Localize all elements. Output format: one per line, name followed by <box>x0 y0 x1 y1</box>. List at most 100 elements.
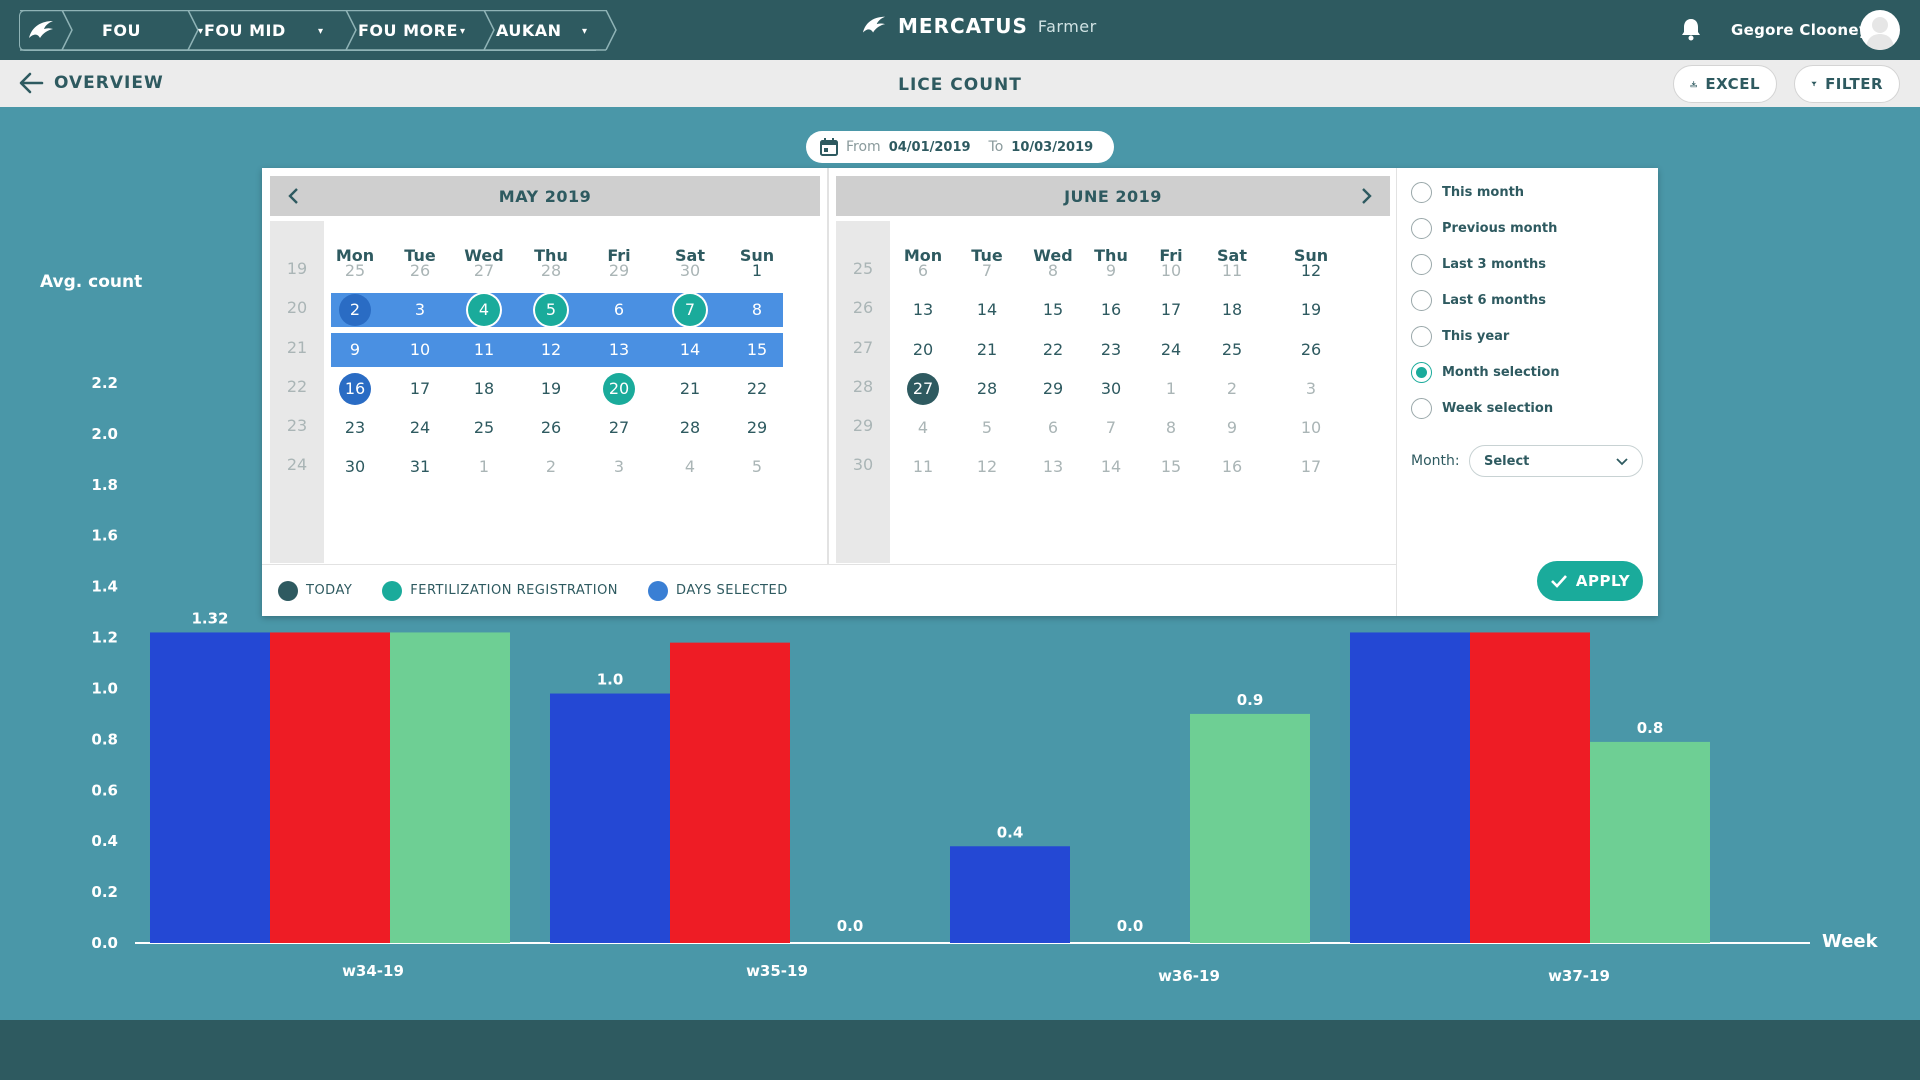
calendar-day[interactable]: 26 <box>1300 340 1322 359</box>
calendar-day[interactable]: 11 <box>912 457 934 476</box>
calendar-day[interactable]: 13 <box>608 340 630 359</box>
radio-icon[interactable] <box>1411 182 1432 203</box>
calendar-day[interactable]: 21 <box>976 340 998 359</box>
option-this-year[interactable]: This year <box>1411 326 1509 347</box>
calendar-day[interactable]: 23 <box>1100 340 1122 359</box>
calendar-day[interactable]: 4 <box>478 300 490 319</box>
calendar-day[interactable]: 25 <box>473 418 495 437</box>
calendar-day[interactable]: 1 <box>751 261 763 280</box>
calendar-day[interactable]: 14 <box>1100 457 1122 476</box>
calendar-day[interactable]: 2 <box>1226 379 1238 398</box>
calendar-day[interactable]: 31 <box>409 457 431 476</box>
calendar-day[interactable]: 10 <box>409 340 431 359</box>
avatar[interactable] <box>1860 10 1900 50</box>
calendar-day[interactable]: 30 <box>1100 379 1122 398</box>
breadcrumb-item-aukan[interactable]: AUKAN ▾ <box>474 12 596 50</box>
radio-icon[interactable] <box>1411 326 1432 347</box>
calendar-day[interactable]: 16 <box>1221 457 1243 476</box>
calendar-day[interactable]: 20 <box>608 379 630 398</box>
radio-icon[interactable] <box>1411 254 1432 275</box>
calendar-day[interactable]: 19 <box>1300 300 1322 319</box>
calendar-day[interactable]: 9 <box>349 340 361 359</box>
calendar-day[interactable]: 17 <box>1160 300 1182 319</box>
calendar-day[interactable]: 5 <box>751 457 763 476</box>
calendar-day[interactable]: 7 <box>981 261 993 280</box>
calendar-day[interactable]: 12 <box>1300 261 1322 280</box>
calendar-day[interactable]: 27 <box>473 261 495 280</box>
date-range-field[interactable]: From 04/01/2019 To 10/03/2019 <box>806 131 1114 163</box>
calendar-day[interactable]: 14 <box>976 300 998 319</box>
calendar-day[interactable]: 2 <box>349 300 361 319</box>
calendar-day[interactable]: 6 <box>1047 418 1059 437</box>
calendar-day[interactable]: 19 <box>540 379 562 398</box>
calendar-day[interactable]: 9 <box>1105 261 1117 280</box>
calendar-day[interactable]: 10 <box>1300 418 1322 437</box>
calendar-day[interactable]: 3 <box>1305 379 1317 398</box>
calendar-day[interactable]: 26 <box>540 418 562 437</box>
calendar-day[interactable]: 1 <box>1165 379 1177 398</box>
calendar-day[interactable]: 21 <box>679 379 701 398</box>
calendar-day[interactable]: 28 <box>540 261 562 280</box>
calendar-day[interactable]: 4 <box>917 418 929 437</box>
calendar-day[interactable]: 6 <box>613 300 625 319</box>
calendar-day[interactable]: 3 <box>414 300 426 319</box>
calendar-day[interactable]: 25 <box>1221 340 1243 359</box>
calendar-day[interactable]: 6 <box>917 261 929 280</box>
calendar-day[interactable]: 29 <box>746 418 768 437</box>
calendar-day[interactable]: 28 <box>679 418 701 437</box>
calendar-day[interactable]: 7 <box>684 300 696 319</box>
calendar-day[interactable]: 15 <box>1160 457 1182 476</box>
calendar-day[interactable]: 27 <box>608 418 630 437</box>
calendar-day[interactable]: 29 <box>608 261 630 280</box>
option-last-6-months[interactable]: Last 6 months <box>1411 290 1546 311</box>
calendar-day[interactable]: 11 <box>1221 261 1243 280</box>
breadcrumb-item-fou[interactable]: FOU ▾ <box>52 12 203 50</box>
back-to-overview[interactable]: OVERVIEW <box>18 72 164 94</box>
radio-icon[interactable] <box>1411 290 1432 311</box>
calendar-day[interactable]: 17 <box>409 379 431 398</box>
radio-icon[interactable] <box>1411 218 1432 239</box>
calendar-day[interactable]: 28 <box>976 379 998 398</box>
calendar-day[interactable]: 11 <box>473 340 495 359</box>
calendar-day[interactable]: 7 <box>1105 418 1117 437</box>
breadcrumb-item-fou-more[interactable]: FOU MORE ▾ <box>336 12 474 50</box>
calendar-day[interactable]: 10 <box>1160 261 1182 280</box>
calendar-day[interactable]: 2 <box>545 457 557 476</box>
calendar-day[interactable]: 3 <box>613 457 625 476</box>
calendar-day[interactable]: 8 <box>1047 261 1059 280</box>
next-month-icon[interactable] <box>1356 186 1376 206</box>
calendar-day[interactable]: 13 <box>1042 457 1064 476</box>
calendar-day[interactable]: 12 <box>976 457 998 476</box>
calendar-day[interactable]: 15 <box>1042 300 1064 319</box>
calendar-day[interactable]: 16 <box>344 379 366 398</box>
calendar-day[interactable]: 8 <box>751 300 763 319</box>
calendar-day[interactable]: 24 <box>1160 340 1182 359</box>
option-last-3-months[interactable]: Last 3 months <box>1411 254 1546 275</box>
calendar-day[interactable]: 5 <box>545 300 557 319</box>
calendar-day[interactable]: 27 <box>912 379 934 398</box>
calendar-day[interactable]: 5 <box>981 418 993 437</box>
prev-month-icon[interactable] <box>284 186 304 206</box>
radio-icon[interactable] <box>1411 398 1432 419</box>
calendar-day[interactable]: 22 <box>1042 340 1064 359</box>
calendar-day[interactable]: 17 <box>1300 457 1322 476</box>
month-select[interactable]: Select <box>1469 445 1643 477</box>
calendar-day[interactable]: 24 <box>409 418 431 437</box>
calendar-day[interactable]: 25 <box>344 261 366 280</box>
calendar-day[interactable]: 26 <box>409 261 431 280</box>
calendar-day[interactable]: 4 <box>684 457 696 476</box>
calendar-day[interactable]: 9 <box>1226 418 1238 437</box>
option-this-month[interactable]: This month <box>1411 182 1524 203</box>
fish-logo-icon[interactable] <box>20 12 62 50</box>
user-name[interactable]: Gegore Clooney <box>1731 21 1869 39</box>
calendar-day[interactable]: 20 <box>912 340 934 359</box>
calendar-day[interactable]: 22 <box>746 379 768 398</box>
calendar-day[interactable]: 30 <box>679 261 701 280</box>
calendar-day[interactable]: 30 <box>344 457 366 476</box>
radio-checked-icon[interactable] <box>1411 362 1432 383</box>
calendar-day[interactable]: 8 <box>1165 418 1177 437</box>
calendar-day[interactable]: 18 <box>1221 300 1243 319</box>
calendar-day[interactable]: 29 <box>1042 379 1064 398</box>
calendar-day[interactable]: 12 <box>540 340 562 359</box>
calendar-day[interactable]: 23 <box>344 418 366 437</box>
